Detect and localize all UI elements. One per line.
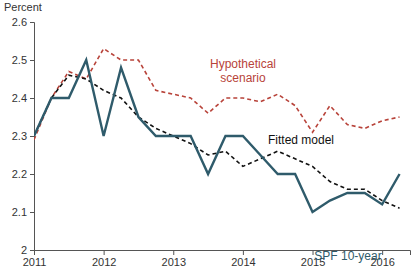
chart: 22.12.22.32.42.52.6201120122013201420152… — [0, 0, 420, 280]
series-label: Fitted model — [268, 133, 334, 147]
tick-label: 2014 — [231, 256, 255, 268]
tick-label: 2.2 — [12, 168, 27, 180]
tick: 2.4 — [12, 92, 34, 104]
tick-mark — [382, 250, 383, 255]
tick-mark — [30, 60, 34, 61]
x-axis: 201120122013201420152016 — [23, 250, 411, 268]
tick: 2 — [21, 244, 34, 256]
tick-label: 2.4 — [12, 92, 27, 104]
tick-mark — [30, 98, 34, 99]
tick-label: 2.5 — [12, 54, 27, 66]
lines — [34, 49, 400, 212]
tick-label: 2012 — [92, 256, 116, 268]
plot: 22.12.22.32.42.52.6201120122013201420152… — [12, 16, 411, 268]
tick: 2013 — [162, 250, 186, 268]
tick-label: 2.3 — [12, 130, 27, 142]
axis-line — [30, 23, 35, 251]
axis-title: Percent — [4, 1, 42, 13]
series-label: SPF 10-year — [314, 249, 381, 263]
tick-mark — [30, 22, 34, 23]
tick: 2012 — [92, 250, 116, 268]
tick-mark — [243, 250, 244, 255]
y-axis: 2 2.1 2.2 2.3 2.4 2.5 2.6 — [12, 16, 35, 256]
series-line — [34, 75, 400, 208]
tick: 2011 — [23, 250, 47, 268]
series-line — [34, 49, 400, 140]
tick: 2.3 — [12, 130, 34, 142]
tick-label: 2013 — [162, 256, 186, 268]
tick-mark — [30, 212, 34, 213]
tick: 2.5 — [12, 54, 34, 66]
tick-label: 2011 — [23, 256, 47, 268]
series-label: Hypotheticalscenario — [210, 57, 276, 85]
tick-mark — [30, 250, 34, 251]
tick: 2.2 — [12, 168, 34, 180]
series-line — [34, 60, 400, 212]
tick-label: 2.1 — [12, 206, 27, 218]
tick-label: 2 — [21, 244, 27, 256]
tick-mark — [30, 174, 34, 175]
tick: 2.6 — [12, 16, 34, 28]
tick-mark — [173, 250, 174, 255]
tick: 2014 — [231, 250, 255, 268]
tick: 2.1 — [12, 206, 34, 218]
tick-label: 2.6 — [12, 16, 27, 28]
tick-mark — [34, 250, 35, 255]
tick-mark — [30, 136, 34, 137]
tick-mark — [104, 250, 105, 255]
